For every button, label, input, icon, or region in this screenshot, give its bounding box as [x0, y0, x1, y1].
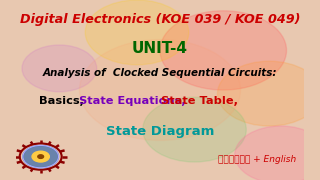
Circle shape — [143, 97, 246, 162]
Circle shape — [218, 61, 320, 126]
Text: Basics,: Basics, — [39, 96, 88, 106]
Circle shape — [85, 0, 189, 65]
Circle shape — [23, 145, 59, 168]
Circle shape — [79, 40, 241, 140]
Text: हिन्दी + English: हिन्दी + English — [218, 155, 296, 164]
Circle shape — [22, 45, 97, 92]
Text: Analysis of  Clocked Sequential Circuits:: Analysis of Clocked Sequential Circuits: — [43, 68, 277, 78]
Circle shape — [32, 151, 49, 162]
Circle shape — [160, 11, 286, 90]
Circle shape — [38, 155, 44, 158]
Text: Digital Electronics (KOE 039 / KOE 049): Digital Electronics (KOE 039 / KOE 049) — [20, 13, 300, 26]
Text: State Table,: State Table, — [161, 96, 238, 106]
Text: State Equations,: State Equations, — [79, 96, 190, 106]
Text: UNIT-4: UNIT-4 — [132, 41, 188, 56]
Circle shape — [235, 126, 320, 180]
Text: State Diagram: State Diagram — [106, 125, 214, 138]
